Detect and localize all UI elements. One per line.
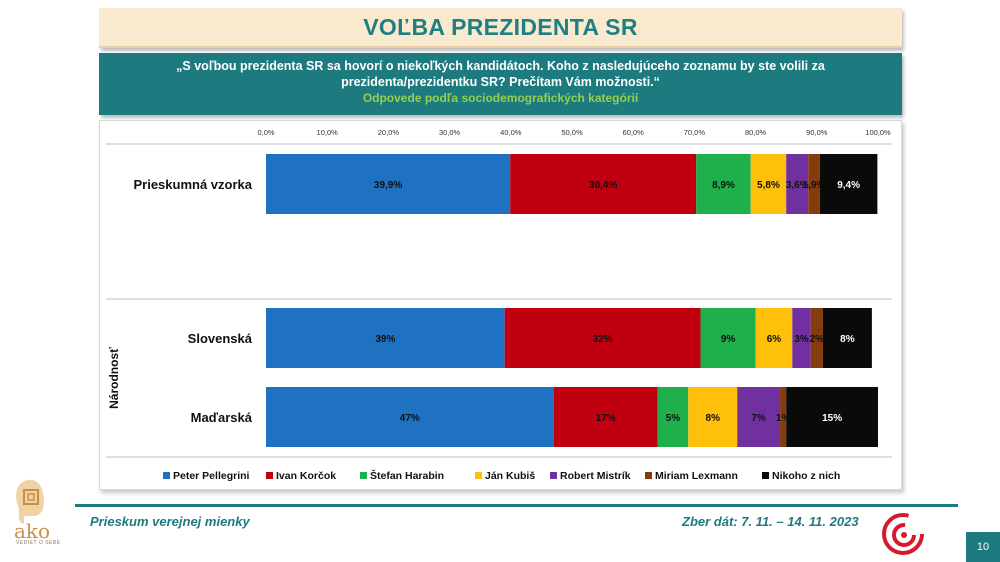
x-tick-label: 20,0% <box>378 128 400 137</box>
footer-divider <box>75 504 958 507</box>
legend-entry: Robert Mistrík <box>560 470 631 482</box>
question-line-2: prezidenta/prezidentku SR? Prečítam Vám … <box>341 75 660 89</box>
bar-segment <box>808 154 820 214</box>
page-number: 10 <box>966 532 1000 562</box>
x-tick-label: 30,0% <box>439 128 461 137</box>
partner-logo <box>882 513 924 555</box>
legend-entry: Ján Kubiš <box>485 470 535 482</box>
legend-entry: Peter Pellegrini <box>173 470 250 482</box>
bar-segment <box>504 308 701 368</box>
bar-data-label: 8% <box>840 334 855 345</box>
x-tick-label: 10,0% <box>317 128 339 137</box>
footer-date-range: Zber dát: 7. 11. – 14. 11. 2023 <box>682 514 859 529</box>
group-label: Národnosť <box>107 347 121 409</box>
x-tick-label: 60,0% <box>623 128 645 137</box>
bar-segment <box>266 308 505 368</box>
legend-entry: Štefan Harabin <box>370 469 444 482</box>
bar-data-label: 5,8% <box>757 180 780 191</box>
bar-segment <box>750 154 787 214</box>
bar-segment <box>786 387 878 447</box>
bar-segment <box>819 154 878 214</box>
x-tick-label: 70,0% <box>684 128 706 137</box>
bar-data-label: 7% <box>751 413 766 424</box>
bar-segment <box>510 154 697 214</box>
title-bar: VOĽBA PREZIDENTA SR <box>99 8 902 48</box>
ako-logo-tagline: VEDIEŤ O SEBE <box>16 540 61 546</box>
bar-data-label: 3,6% <box>786 180 809 191</box>
bar-data-label: 3% <box>794 334 809 345</box>
bar-data-label: 1% <box>776 413 791 424</box>
legend-swatch <box>762 472 769 479</box>
question-subtitle: Odpovede podľa sociodemografických kateg… <box>362 91 639 105</box>
bar-data-label: 2% <box>810 334 825 345</box>
category-label: Prieskumná vzorka <box>133 177 252 192</box>
legend-swatch <box>360 472 367 479</box>
bar-segment <box>657 387 689 447</box>
bar-segment <box>737 387 781 447</box>
bar-segment <box>700 308 756 368</box>
ako-logo-wordmark: ako <box>14 519 50 542</box>
legend-swatch <box>266 472 273 479</box>
category-label: Maďarská <box>191 410 253 425</box>
footer-survey-label: Prieskum verejnej mienky <box>90 514 250 529</box>
x-tick-label: 90,0% <box>806 128 828 137</box>
bar-data-label: 9% <box>721 334 736 345</box>
x-tick-label: 40,0% <box>500 128 522 137</box>
bar-data-label: 30,4% <box>589 180 617 191</box>
bar-segment <box>822 308 872 368</box>
legend-entry: Ivan Korčok <box>276 470 336 482</box>
bar-segment <box>755 308 793 368</box>
bar-data-label: 39% <box>375 334 395 345</box>
bar-data-label: 39,9% <box>374 180 402 191</box>
category-label: Slovenská <box>188 331 253 346</box>
legend-swatch <box>475 472 482 479</box>
bar-data-label: 5% <box>666 413 681 424</box>
legend-swatch <box>550 472 557 479</box>
x-tick-label: 80,0% <box>745 128 767 137</box>
x-tick-label: 0,0% <box>257 128 274 137</box>
bar-data-label: 8,9% <box>712 180 735 191</box>
bar-segment <box>266 387 554 447</box>
bar-segment <box>780 387 787 447</box>
x-tick-label: 50,0% <box>561 128 583 137</box>
chart-frame: 0,0% 10,0% 20,0% 30,0% 40,0% 50,0% 60,0% 70,0% 8… <box>99 120 902 490</box>
bar-data-label: 6% <box>767 334 782 345</box>
question-line-1: „S voľbou prezidenta SR sa hovorí o niek… <box>176 59 825 73</box>
bar-data-label: 1,9% <box>803 180 826 191</box>
stacked-bar-chart: 0,0% 10,0% 20,0% 30,0% 40,0% 50,0% 60,0% 70,0% 8… <box>106 128 892 482</box>
legend-entry: Miriam Lexmann <box>655 470 738 482</box>
ako-logo-icon: ako <box>14 479 50 543</box>
bar-data-label: 8% <box>706 413 721 424</box>
bar-segment <box>786 154 809 214</box>
bar-data-label: 9,4% <box>837 180 860 191</box>
bar-segment <box>696 154 751 214</box>
bar-segment <box>266 154 511 214</box>
bar-segment <box>810 308 823 368</box>
x-tick-label: 100,0% <box>865 128 891 137</box>
legend-swatch <box>645 472 652 479</box>
bar-segment <box>553 387 658 447</box>
bar-segment <box>688 387 738 447</box>
page-title: VOĽBA PREZIDENTA SR <box>363 13 638 40</box>
bar-data-label: 47% <box>400 413 420 424</box>
bar-data-label: 32% <box>593 334 613 345</box>
partner-logo-icon <box>882 513 924 555</box>
bar-segment <box>792 308 811 368</box>
ako-logo: ako VEDIEŤ O SEBE <box>10 476 74 550</box>
bar-data-label: 15% <box>822 413 842 424</box>
legend-entry: Nikoho z nich <box>772 470 840 482</box>
bar-data-label: 17% <box>596 413 616 424</box>
question-box: „S voľbou prezidenta SR sa hovorí o niek… <box>99 53 902 115</box>
legend-swatch <box>163 472 170 479</box>
